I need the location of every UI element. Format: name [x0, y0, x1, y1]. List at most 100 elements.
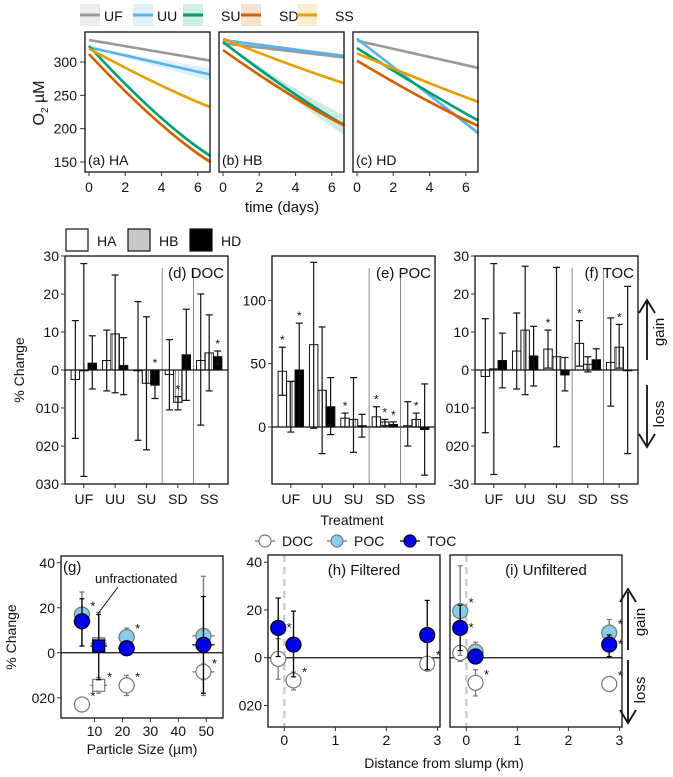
panel-i: * * * * * * (i) Unfiltered 0 1 2 3 — [449, 554, 624, 748]
gain-loss-annotation-bottom: gain loss — [619, 587, 649, 725]
point-TOC — [92, 639, 106, 653]
legend-item-SS: SS — [297, 4, 354, 26]
x-tick-label: 0 — [280, 732, 288, 748]
y-tick-label: 030 — [36, 476, 60, 492]
y-tick-label: 20 — [453, 286, 469, 302]
y-tick-label: 020 — [36, 438, 60, 454]
point-TOC — [270, 619, 287, 636]
y-tick-label: 020 — [446, 438, 470, 454]
panel-frame — [352, 31, 479, 173]
legend-swatch — [189, 228, 213, 252]
legend-item-SU: SU — [183, 4, 240, 26]
gain-arrowhead — [638, 298, 656, 314]
y-tick-label: 40 — [246, 554, 262, 570]
y-axis-label: % Change — [11, 337, 27, 403]
y-tick-label: 20 — [43, 286, 59, 302]
point-DOC — [601, 675, 618, 693]
panel-frame — [60, 555, 224, 719]
x-tick-label: 6 — [328, 179, 336, 195]
x-tick-label: SU — [547, 491, 566, 507]
x-tick-label: SD — [168, 491, 187, 507]
y-tick-label: 10 — [43, 324, 59, 340]
x-tick-label: SD — [578, 491, 597, 507]
significance-marker: * — [135, 669, 140, 684]
x-tick-label: 20 — [115, 723, 131, 739]
legend-treatments: UF UU SU SD SS — [80, 4, 354, 26]
significance-marker: * — [107, 669, 112, 684]
x-tick-label: UU — [515, 491, 535, 507]
series-line-SU — [356, 46, 480, 122]
y-tick-label: -30 — [449, 476, 469, 492]
y-tick-label: 0 — [258, 419, 266, 435]
significance-marker: * — [383, 405, 388, 419]
y-tick-label: 020 — [239, 698, 263, 714]
significance-marker: * — [212, 656, 217, 671]
y-tick-label: 30 — [43, 248, 59, 264]
x-axis-label: time (days) — [245, 199, 319, 216]
significance-marker: * — [153, 356, 158, 370]
x-tick-label: 1 — [513, 732, 521, 748]
legend-key-marker — [258, 534, 272, 548]
annotation-leader — [96, 586, 119, 616]
y-tick-label: 0 — [47, 645, 55, 661]
x-tick-label: UU — [312, 491, 332, 507]
y-axis-label: O2 µM — [31, 80, 51, 125]
point-TOC — [467, 648, 484, 665]
point-TOC — [452, 619, 469, 636]
x-tick-label: SD — [375, 491, 394, 507]
series-line-SS — [88, 47, 212, 109]
panel-frame — [267, 554, 441, 728]
y-tick-label: 40 — [39, 555, 55, 571]
gain-loss-annotation: gain loss — [638, 298, 668, 449]
point-TOC — [419, 626, 436, 644]
gain-arrowhead — [619, 587, 637, 603]
significance-marker: * — [215, 337, 220, 351]
point-DOC — [92, 678, 106, 692]
legend-label: UU — [157, 8, 177, 24]
series-line-UF — [356, 39, 479, 70]
panel-label: (e) POC — [376, 265, 431, 282]
x-tick-label: 3 — [616, 732, 624, 748]
x-tick-label: UF — [74, 491, 93, 507]
significance-marker: * — [414, 399, 419, 413]
series-line-UU — [88, 46, 211, 76]
series-line-SD — [222, 48, 346, 127]
significance-marker: * — [135, 621, 140, 636]
x-tick-label: SS — [200, 491, 219, 507]
series-line-SD — [356, 59, 480, 128]
series-line-UU — [222, 38, 345, 58]
significance-marker: * — [287, 620, 292, 635]
x-axis-label: Treatment — [320, 512, 383, 528]
legend-item-POC: POC — [327, 533, 384, 549]
y-tick-label: 30 — [453, 248, 469, 264]
gain-label: gain — [632, 608, 649, 636]
x-axis-label: Particle Size (µm) — [87, 741, 198, 757]
loss-arrowhead — [619, 709, 637, 725]
series-line-SU — [222, 40, 346, 127]
legend-swatch — [127, 228, 151, 252]
gain-label: gain — [651, 318, 668, 346]
y-tick-label: 0 — [254, 650, 262, 666]
x-tick-label: 2 — [121, 179, 129, 195]
legend-label: HB — [159, 233, 178, 249]
panel-label: (f) TOC — [585, 265, 635, 282]
point-TOC — [118, 640, 135, 657]
loss-label: loss — [632, 677, 649, 704]
point-TOC — [285, 636, 302, 653]
panel-frame — [449, 554, 623, 728]
point-DOC — [467, 674, 484, 691]
significance-marker: * — [297, 309, 302, 323]
y-tick-label: 20 — [39, 600, 55, 616]
y-tick-label: 020 — [32, 690, 56, 706]
y-tick-label: 150 — [54, 154, 78, 170]
y-tick-label: 20 — [246, 602, 262, 618]
x-tick-label: 4 — [158, 179, 166, 195]
significance-marker: * — [577, 307, 582, 321]
panel-label: (i) Unfiltered — [505, 562, 587, 579]
panel-frame — [218, 31, 345, 173]
x-tick-label: 1 — [331, 732, 339, 748]
point-TOC — [73, 613, 91, 630]
